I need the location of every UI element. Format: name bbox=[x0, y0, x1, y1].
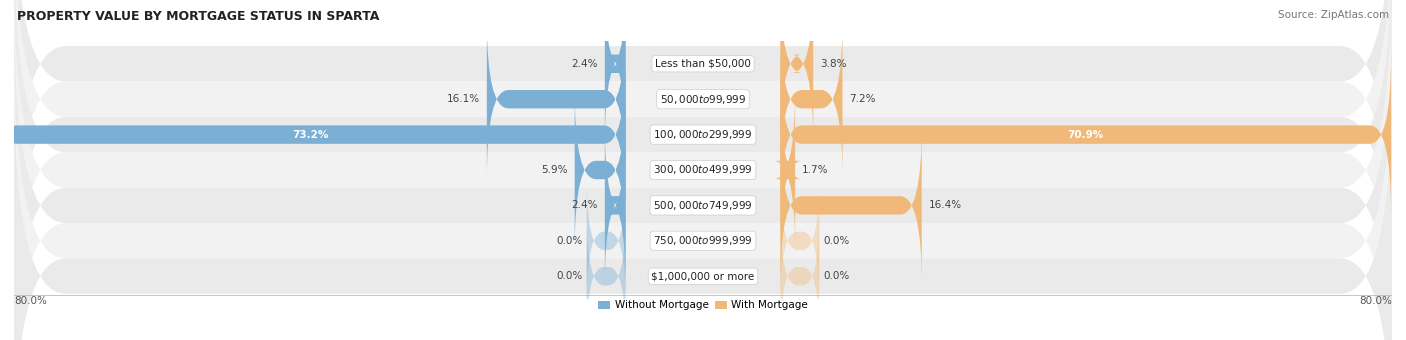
Text: PROPERTY VALUE BY MORTGAGE STATUS IN SPARTA: PROPERTY VALUE BY MORTGAGE STATUS IN SPA… bbox=[17, 10, 380, 23]
Text: 5.9%: 5.9% bbox=[541, 165, 568, 175]
Text: 80.0%: 80.0% bbox=[14, 296, 46, 306]
Text: $100,000 to $299,999: $100,000 to $299,999 bbox=[654, 128, 752, 141]
Text: 0.0%: 0.0% bbox=[557, 236, 582, 246]
FancyBboxPatch shape bbox=[486, 20, 626, 178]
FancyBboxPatch shape bbox=[14, 46, 1392, 340]
Text: $750,000 to $999,999: $750,000 to $999,999 bbox=[654, 234, 752, 247]
Text: 2.4%: 2.4% bbox=[571, 200, 598, 210]
Text: $1,000,000 or more: $1,000,000 or more bbox=[651, 271, 755, 281]
Text: 80.0%: 80.0% bbox=[1360, 296, 1392, 306]
FancyBboxPatch shape bbox=[14, 0, 1392, 258]
FancyBboxPatch shape bbox=[780, 126, 922, 285]
Text: 73.2%: 73.2% bbox=[292, 130, 329, 140]
FancyBboxPatch shape bbox=[780, 0, 813, 143]
Text: 3.8%: 3.8% bbox=[820, 59, 846, 69]
Text: Source: ZipAtlas.com: Source: ZipAtlas.com bbox=[1278, 10, 1389, 20]
Legend: Without Mortgage, With Mortgage: Without Mortgage, With Mortgage bbox=[593, 296, 813, 315]
Text: $300,000 to $499,999: $300,000 to $499,999 bbox=[654, 164, 752, 176]
FancyBboxPatch shape bbox=[14, 0, 1392, 329]
FancyBboxPatch shape bbox=[780, 179, 820, 302]
FancyBboxPatch shape bbox=[605, 126, 626, 285]
Text: Less than $50,000: Less than $50,000 bbox=[655, 59, 751, 69]
Text: 7.2%: 7.2% bbox=[849, 94, 876, 104]
Text: 1.7%: 1.7% bbox=[801, 165, 828, 175]
FancyBboxPatch shape bbox=[586, 215, 626, 338]
Text: 16.4%: 16.4% bbox=[928, 200, 962, 210]
FancyBboxPatch shape bbox=[773, 91, 801, 249]
Text: 0.0%: 0.0% bbox=[824, 271, 849, 281]
FancyBboxPatch shape bbox=[0, 55, 626, 214]
Text: $500,000 to $749,999: $500,000 to $749,999 bbox=[654, 199, 752, 212]
FancyBboxPatch shape bbox=[605, 0, 626, 143]
Text: 0.0%: 0.0% bbox=[824, 236, 849, 246]
FancyBboxPatch shape bbox=[780, 55, 1391, 214]
FancyBboxPatch shape bbox=[14, 11, 1392, 340]
FancyBboxPatch shape bbox=[14, 82, 1392, 340]
FancyBboxPatch shape bbox=[586, 179, 626, 302]
FancyBboxPatch shape bbox=[14, 0, 1392, 340]
FancyBboxPatch shape bbox=[575, 91, 626, 249]
Text: $50,000 to $99,999: $50,000 to $99,999 bbox=[659, 93, 747, 106]
Text: 0.0%: 0.0% bbox=[557, 271, 582, 281]
Text: 2.4%: 2.4% bbox=[571, 59, 598, 69]
FancyBboxPatch shape bbox=[780, 215, 820, 338]
Text: 16.1%: 16.1% bbox=[447, 94, 479, 104]
FancyBboxPatch shape bbox=[780, 20, 842, 178]
Text: 70.9%: 70.9% bbox=[1067, 130, 1104, 140]
FancyBboxPatch shape bbox=[14, 0, 1392, 294]
